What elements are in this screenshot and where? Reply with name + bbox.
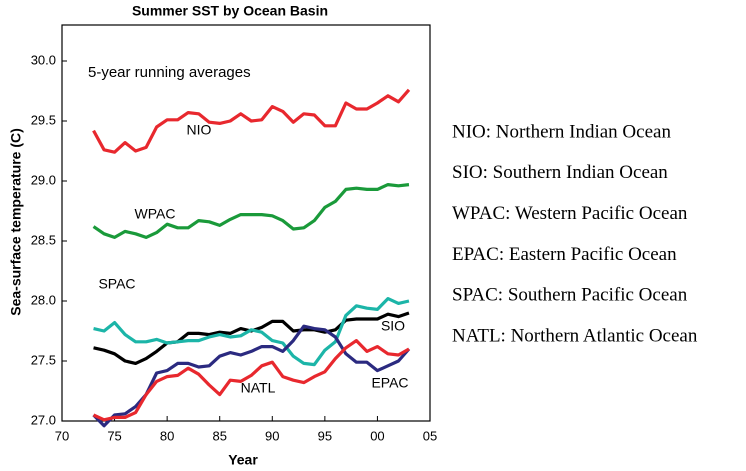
series-label: NIO	[187, 122, 212, 138]
key-entry: NATL: Northern Atlantic Ocean	[452, 325, 698, 346]
key-entry: WPAC: Western Pacific Ocean	[452, 203, 688, 224]
series-label: SPAC	[98, 276, 135, 292]
x-tick-label: 05	[423, 428, 437, 443]
y-tick-label: 29.0	[31, 172, 56, 187]
series-label: NATL	[241, 380, 276, 396]
key-entry: EPAC: Eastern Pacific Ocean	[452, 244, 677, 265]
series-label: SIO	[381, 318, 405, 334]
series-line	[92, 88, 411, 154]
y-tick-label: 27.5	[31, 352, 56, 367]
key-entry: NIO: Northern Indian Ocean	[452, 121, 671, 142]
series-line	[93, 297, 410, 367]
x-tick-label: 70	[55, 428, 69, 443]
subtitle: 5-year running averages	[88, 64, 251, 81]
x-axis-label: Year	[228, 452, 258, 468]
x-tick-label: 85	[212, 428, 226, 443]
chart-title: Summer SST by Ocean Basin	[132, 3, 328, 19]
y-axis-label: Sea-surface temperature (C)	[8, 128, 24, 316]
plot-frame	[61, 24, 431, 422]
series-line	[92, 183, 410, 239]
series-line	[92, 339, 410, 422]
series-line	[93, 311, 410, 365]
x-tick-label: 90	[265, 428, 279, 443]
x-tick-label: 00	[370, 428, 384, 443]
y-tick-label: 30.0	[31, 52, 56, 67]
key-entry: SPAC: Southern Pacific Ocean	[452, 285, 688, 306]
x-tick-label: 80	[160, 428, 174, 443]
y-tick-label: 29.5	[31, 112, 56, 127]
y-tick-label: 28.5	[31, 232, 56, 247]
series-label: WPAC	[135, 206, 176, 222]
x-tick-label: 95	[318, 428, 332, 443]
y-tick-label: 27.0	[31, 412, 56, 427]
series-label: EPAC	[371, 375, 408, 391]
key-entry: SIO: Southern Indian Ocean	[452, 162, 668, 183]
y-tick-label: 28.0	[31, 292, 56, 307]
x-tick-label: 75	[107, 428, 121, 443]
